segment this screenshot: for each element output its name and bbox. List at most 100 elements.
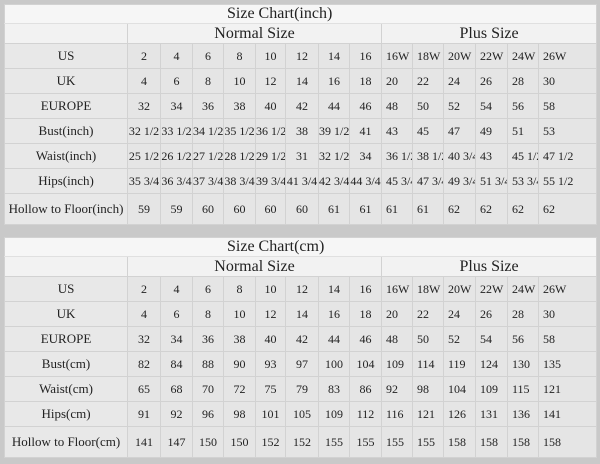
size-value-cell: 24	[443, 301, 476, 327]
size-value-cell: 50	[412, 326, 444, 352]
size-value-cell: 152	[255, 426, 286, 458]
size-value-cell: 40 3/4	[443, 143, 476, 169]
size-value-cell: 46	[349, 93, 382, 119]
size-value-cell: 26	[475, 301, 508, 327]
table-row: EUROPE 32 34 36 38 40 42 44 46 48 50 52 54 56 58	[4, 326, 598, 352]
size-value-cell: 26W	[537, 43, 598, 69]
size-value-cell: 32	[127, 326, 161, 352]
row-label: US	[4, 43, 128, 69]
size-value-cell: 24W	[507, 43, 539, 69]
size-value-cell: 119	[443, 351, 476, 377]
row-label: Waist(cm)	[4, 376, 128, 402]
size-value-cell: 126	[443, 401, 476, 427]
size-value-cell: 42	[285, 93, 319, 119]
size-value-cell: 39 3/4	[255, 168, 286, 194]
size-value-cell: 24	[443, 68, 476, 94]
size-value-cell: 101	[255, 401, 286, 427]
table-row: Hollow to Floor(cm) 141 147 150 150 152 152 155…	[4, 426, 598, 458]
plus-size-header: Plus Size	[380, 256, 598, 277]
size-value-cell: 38 1/2	[412, 143, 444, 169]
size-value-cell: 51	[507, 118, 539, 144]
size-value-cell: 72	[223, 376, 256, 402]
size-value-cell: 158	[537, 426, 598, 458]
size-value-cell: 8	[192, 68, 224, 94]
size-value-cell: 147	[160, 426, 193, 458]
size-value-cell: 35 3/4	[127, 168, 161, 194]
size-value-cell: 58	[537, 326, 598, 352]
size-value-cell: 47	[443, 118, 476, 144]
size-value-cell: 18	[349, 301, 382, 327]
row-label: EUROPE	[4, 326, 128, 352]
size-value-cell: 10	[223, 301, 256, 327]
size-value-cell: 56	[507, 93, 539, 119]
table-row: EUROPE 32 34 36 38 40 42 44 46 48 50 52 54 56 58	[4, 93, 598, 119]
size-value-cell: 32	[127, 93, 161, 119]
size-value-cell: 34 1/2	[192, 118, 224, 144]
size-value-cell: 36 1/2	[381, 143, 413, 169]
size-value-cell: 32 1/2	[127, 118, 161, 144]
size-value-cell: 36	[192, 93, 224, 119]
size-value-cell: 54	[475, 93, 508, 119]
size-value-cell: 56	[507, 326, 539, 352]
size-value-cell: 43	[475, 143, 508, 169]
table-row: Hollow to Floor(inch) 59 59 60 60 60 60 61 61 61 6…	[4, 193, 598, 225]
size-value-cell: 18W	[412, 43, 444, 69]
size-value-cell: 53 3/4	[507, 168, 539, 194]
size-value-cell: 61	[349, 193, 382, 225]
size-value-cell: 27 1/2	[192, 143, 224, 169]
table-row: Hips(cm) 91 92 96 98 101 105 109 112 116 121 126 131…	[4, 401, 598, 427]
size-value-cell: 158	[475, 426, 508, 458]
size-chart-cm-table: Size Chart(cm) Normal Size Plus Size US 2 4 6 8…	[3, 237, 598, 458]
table-row: Waist(inch) 25 1/2 26 1/2 27 1/2 28 1/2 29 1/…	[4, 143, 598, 169]
size-value-cell: 60	[255, 193, 286, 225]
table-row: Hips(inch) 35 3/4 36 3/4 37 3/4 38 3/4 39 3/4…	[4, 168, 598, 194]
table-row: Bust(inch) 32 1/2 33 1/2 34 1/2 35 1/2 36 1/2…	[4, 118, 598, 144]
size-value-cell: 88	[192, 351, 224, 377]
row-label: Hips(inch)	[4, 168, 128, 194]
size-value-cell: 136	[507, 401, 539, 427]
size-value-cell: 45 1/2	[507, 143, 539, 169]
size-value-cell: 18W	[412, 276, 444, 302]
size-value-cell: 121	[537, 376, 598, 402]
size-value-cell: 152	[285, 426, 319, 458]
size-value-cell: 22W	[475, 276, 508, 302]
size-value-cell: 38 3/4	[223, 168, 256, 194]
size-value-cell: 42 3/4	[318, 168, 350, 194]
size-value-cell: 48	[381, 326, 413, 352]
size-value-cell: 49	[475, 118, 508, 144]
size-value-cell: 22	[412, 301, 444, 327]
size-value-cell: 52	[443, 326, 476, 352]
size-value-cell: 62	[475, 193, 508, 225]
size-value-cell: 8	[223, 43, 256, 69]
row-label: Hollow to Floor(cm)	[4, 426, 128, 458]
row-label: Hips(cm)	[4, 401, 128, 427]
size-value-cell: 6	[160, 301, 193, 327]
size-value-cell: 16	[349, 276, 382, 302]
size-value-cell: 121	[412, 401, 444, 427]
size-value-cell: 16	[318, 68, 350, 94]
size-value-cell: 35 1/2	[223, 118, 256, 144]
size-value-cell: 109	[475, 376, 508, 402]
size-value-cell: 45 3/4	[381, 168, 413, 194]
size-value-cell: 109	[318, 401, 350, 427]
size-value-cell: 29 1/2	[255, 143, 286, 169]
size-value-cell: 4	[160, 43, 193, 69]
size-value-cell: 131	[475, 401, 508, 427]
size-value-cell: 70	[192, 376, 224, 402]
size-value-cell: 75	[255, 376, 286, 402]
size-value-cell: 62	[537, 193, 598, 225]
size-value-cell: 61	[412, 193, 444, 225]
size-value-cell: 14	[318, 276, 350, 302]
size-value-cell: 28	[507, 301, 539, 327]
size-value-cell: 32 1/2	[318, 143, 350, 169]
size-value-cell: 40	[255, 326, 286, 352]
size-value-cell: 41	[349, 118, 382, 144]
size-value-cell: 150	[223, 426, 256, 458]
row-label: US	[4, 276, 128, 302]
size-value-cell: 12	[255, 301, 286, 327]
size-value-cell: 48	[381, 93, 413, 119]
size-value-cell: 18	[349, 68, 382, 94]
size-value-cell: 44 3/4	[349, 168, 382, 194]
size-value-cell: 60	[223, 193, 256, 225]
size-value-cell: 124	[475, 351, 508, 377]
